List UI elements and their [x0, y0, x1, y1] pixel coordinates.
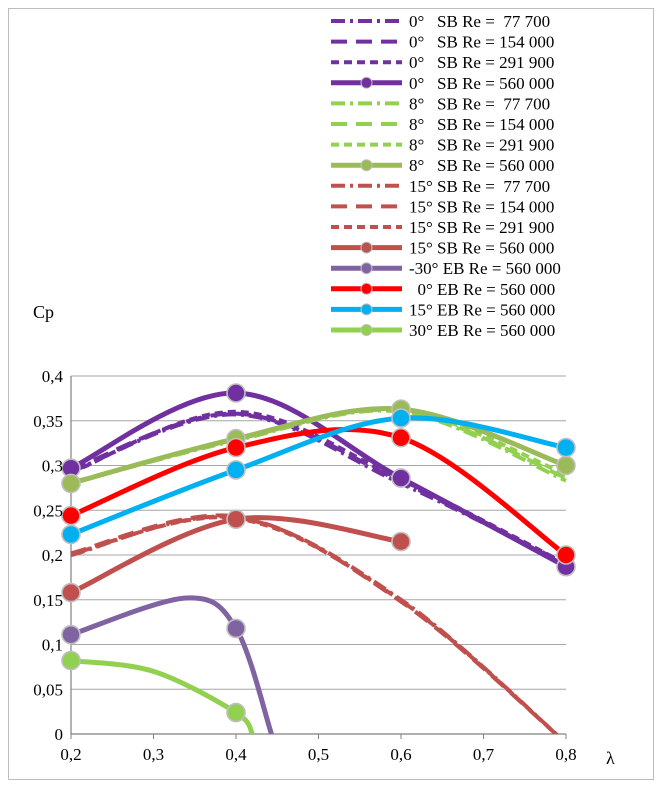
legend-marker — [360, 262, 373, 275]
series-line — [70, 658, 255, 734]
data-point — [226, 702, 246, 723]
y-tick-label: 0,1 — [42, 636, 63, 655]
data-point — [556, 545, 576, 565]
x-tick-label: 0,2 — [60, 745, 81, 764]
y-tick-label: 0,25 — [33, 501, 63, 520]
chart-frame — [8, 8, 654, 780]
data-point — [61, 524, 81, 545]
x-tick-label: 0,6 — [390, 745, 411, 764]
legend-label: 0° SB Re = 154 000 — [409, 33, 554, 52]
data-point — [391, 427, 411, 448]
series-line — [70, 514, 559, 734]
legend-label: 15° SB Re = 154 000 — [409, 197, 554, 216]
legend-label: 15° SB Re = 77 700 — [409, 177, 550, 196]
legend-marker — [360, 282, 373, 295]
x-tick-label: 0,3 — [143, 745, 164, 764]
y-tick-label: 0,4 — [42, 367, 64, 386]
data-point — [556, 455, 576, 476]
legend-label: 8° SB Re = 154 000 — [409, 115, 554, 134]
legend-label: 15° SB Re = 560 000 — [409, 239, 554, 258]
y-tick-label: 0,2 — [42, 546, 63, 565]
x-tick-label: 0,8 — [555, 745, 576, 764]
data-point — [556, 437, 576, 458]
series-line — [70, 415, 567, 537]
data-point — [61, 650, 81, 671]
series-line — [70, 406, 567, 486]
legend-marker — [360, 324, 373, 336]
series-line — [70, 427, 568, 558]
series-line — [70, 513, 559, 734]
data-point — [226, 509, 246, 530]
legend-marker — [360, 159, 373, 172]
legend-label: 30° EB Re = 560 000 — [409, 321, 555, 340]
legend-label: 8° SB Re = 560 000 — [409, 156, 554, 175]
data-point — [226, 618, 246, 639]
data-point — [61, 505, 81, 526]
y-tick-label: 0,15 — [33, 591, 63, 610]
y-tick-label: 0 — [55, 725, 64, 744]
legend-label: 15° SB Re = 291 900 — [409, 218, 554, 237]
y-tick-label: 0,35 — [33, 412, 63, 431]
series-line — [69, 390, 568, 569]
data-point — [391, 531, 411, 552]
y-tick-label: 0,05 — [33, 680, 63, 699]
series-line — [70, 595, 274, 734]
series-markers — [61, 383, 576, 723]
data-point — [226, 383, 246, 403]
legend-marker — [360, 241, 373, 254]
y-axis-label: Cp — [33, 302, 54, 322]
legend-label: 0° EB Re = 560 000 — [409, 280, 555, 299]
x-axis-label: λ — [606, 748, 615, 768]
data-point — [61, 624, 81, 645]
data-point — [61, 473, 81, 494]
legend-label: 0° SB Re = 291 900 — [409, 53, 554, 72]
legend-label: 0° SB Re = 560 000 — [409, 74, 554, 93]
x-tick-label: 0,5 — [308, 745, 329, 764]
series-line — [70, 515, 559, 734]
legend-label: 8° SB Re = 77 700 — [409, 94, 550, 113]
data-point — [391, 468, 411, 488]
legend-marker — [360, 76, 373, 89]
data-point — [226, 460, 246, 480]
data-point — [226, 437, 246, 458]
legend-marker — [360, 303, 373, 316]
legend-label: 0° SB Re = 77 700 — [409, 12, 550, 31]
legend-label: 15° EB Re = 560 000 — [409, 300, 555, 319]
legend-label: -30° EB Re = 560 000 — [409, 259, 561, 278]
tick-labels: 0 0,05 0,1 0,15 0,2 0,25 0,3 0,35 0,4 0,2 0,3 0,4 0,… — [33, 367, 576, 764]
series-lines — [69, 390, 568, 734]
x-tick-label: 0,7 — [473, 745, 495, 764]
data-point — [61, 582, 81, 603]
x-tick-label: 0,4 — [225, 745, 247, 764]
data-point — [391, 408, 411, 428]
y-tick-label: 0,3 — [42, 457, 63, 476]
legend-label: 8° SB Re = 291 900 — [409, 136, 554, 155]
